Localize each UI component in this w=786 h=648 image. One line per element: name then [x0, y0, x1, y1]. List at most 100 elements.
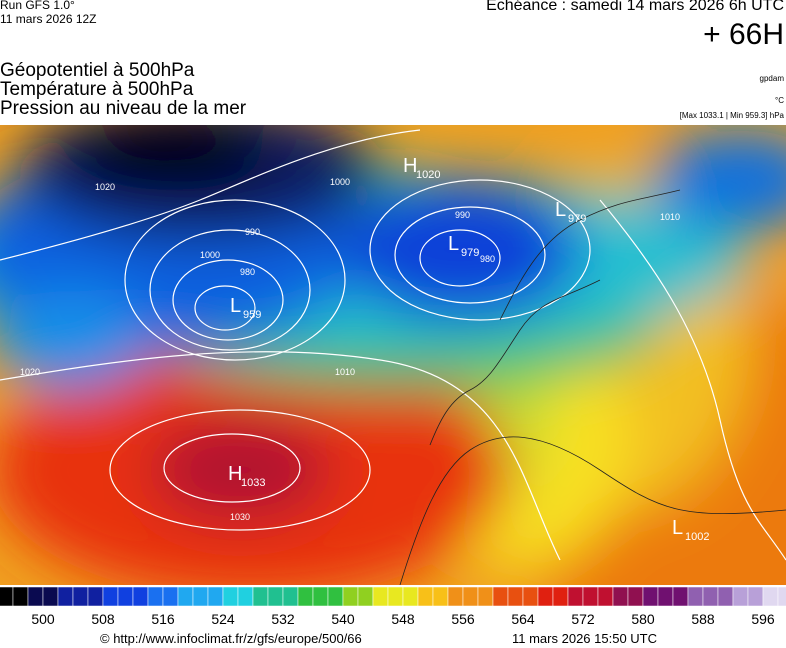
colorbar-swatch	[27, 586, 44, 607]
colorbar-swatch	[537, 586, 554, 607]
title: Pression au niveau de la mer	[0, 98, 247, 119]
colorbar-swatch	[282, 586, 299, 607]
colorbar-swatch	[117, 586, 134, 607]
colorbar-swatch	[432, 586, 449, 607]
isobar-label: 1010	[660, 212, 680, 222]
colorbar-swatch	[507, 586, 524, 607]
isobar-label: 1010	[335, 367, 355, 377]
colorbar-swatch	[492, 586, 509, 607]
colorbar-label: 516	[151, 611, 175, 627]
colorbar-swatch	[132, 586, 149, 607]
colorbar-swatch	[777, 586, 786, 607]
center-letter: L	[555, 199, 566, 221]
colorbar-swatch	[207, 586, 224, 607]
title: Température à 500hPa	[0, 79, 194, 100]
lead-time: + 66H	[703, 18, 784, 51]
colorbar-swatch	[612, 586, 629, 607]
isobar-label: 1020	[20, 367, 40, 377]
center-value: 1002	[685, 531, 709, 543]
colorbar-swatch	[312, 586, 329, 607]
colorbar-swatch	[147, 586, 164, 607]
colorbar-label: 572	[571, 611, 595, 627]
center-value: 979	[568, 213, 586, 225]
center-letter: L	[448, 233, 459, 255]
colorbar-swatch	[267, 586, 284, 607]
colorbar-swatch	[417, 586, 434, 607]
colorbar-swatch	[327, 586, 344, 607]
coastlines	[399, 189, 786, 585]
center-letter: H	[228, 463, 242, 485]
colorbar-swatch	[717, 586, 734, 607]
colorbar-swatch	[342, 586, 359, 607]
colorbar-swatch	[552, 586, 569, 607]
colorbar-label: 532	[271, 611, 295, 627]
colorbar-label: 508	[91, 611, 115, 627]
center-value: 1020	[416, 169, 440, 181]
colorbar-label: 556	[451, 611, 475, 627]
colorbar-swatch	[597, 586, 614, 607]
field	[0, 125, 786, 585]
colorbar-swatch	[372, 586, 389, 607]
colorbar-swatch	[747, 586, 764, 607]
colorbar-label: 564	[511, 611, 535, 627]
colorbar-swatch	[477, 586, 494, 607]
unit-pressure: [Max 1033.1 | Min 959.3] hPa	[679, 111, 784, 120]
isobars	[0, 129, 786, 561]
center-letter: L	[230, 295, 241, 317]
colorbar-swatch	[162, 586, 179, 607]
colorbar-swatch	[237, 586, 254, 607]
colorbar-swatch	[222, 586, 239, 607]
center-value: 959	[243, 309, 261, 321]
title: Géopotentiel à 500hPa	[0, 60, 195, 81]
center-letter: H	[403, 155, 417, 177]
colorbar-swatch	[762, 586, 779, 607]
colorbar-swatch	[0, 586, 14, 607]
colorbar-swatch	[447, 586, 464, 607]
isobar-label: 1030	[230, 512, 250, 522]
colorbar-swatch	[462, 586, 479, 607]
colorbar-label: 524	[211, 611, 235, 627]
colorbar-label: 588	[691, 611, 715, 627]
colorbar-swatch	[582, 586, 599, 607]
center-value: 979	[461, 247, 479, 259]
colorbar-label: 540	[331, 611, 355, 627]
colorbar-swatch	[702, 586, 719, 607]
center-letter: L	[672, 517, 683, 539]
colorbar-label: 580	[631, 611, 655, 627]
colorbar-swatch	[72, 586, 89, 607]
colorbar-swatch	[732, 586, 749, 607]
colorbar-swatch	[402, 586, 419, 607]
colorbar-swatch	[687, 586, 704, 607]
isobar-label: 980	[480, 254, 495, 264]
colorbar-swatch	[567, 586, 584, 607]
colorbar-swatch	[642, 586, 659, 607]
colorbar-swatch	[297, 586, 314, 607]
isobar-label: 990	[245, 227, 260, 237]
colorbar-swatch	[87, 586, 104, 607]
colorbar-swatch	[522, 586, 539, 607]
colorbar-swatch	[672, 586, 689, 607]
colorbar-swatch	[357, 586, 374, 607]
isobar-label: 1000	[200, 250, 220, 260]
colorbar-swatch	[57, 586, 74, 607]
colorbar-label: 596	[751, 611, 775, 627]
run: Run GFS 1.0°	[0, 0, 75, 12]
isobar-label: 980	[240, 267, 255, 277]
colorbar-swatch	[177, 586, 194, 607]
colorbar-swatch	[42, 586, 59, 607]
isobar-label: 1000	[330, 177, 350, 187]
footer-url: © http://www.infoclimat.fr/z/gfs/europe/…	[100, 631, 362, 646]
colorbar-swatch	[657, 586, 674, 607]
footer-stamp: 11 mars 2026 15:50 UTC	[512, 631, 657, 646]
echeance: Echéance : samedi 14 mars 2026 6h UTC	[486, 0, 784, 14]
colorbar-label: 500	[31, 611, 55, 627]
colorbar-swatch	[12, 586, 29, 607]
colorbar: 5005085165245325405485565645725805885966…	[0, 586, 786, 627]
colorbar-swatch	[387, 586, 404, 607]
colorbar-swatch	[192, 586, 209, 607]
unit-geo: gpdam	[759, 74, 784, 83]
run-date: 11 mars 2026 12Z	[0, 12, 97, 26]
unit-temp: °C	[775, 96, 784, 105]
